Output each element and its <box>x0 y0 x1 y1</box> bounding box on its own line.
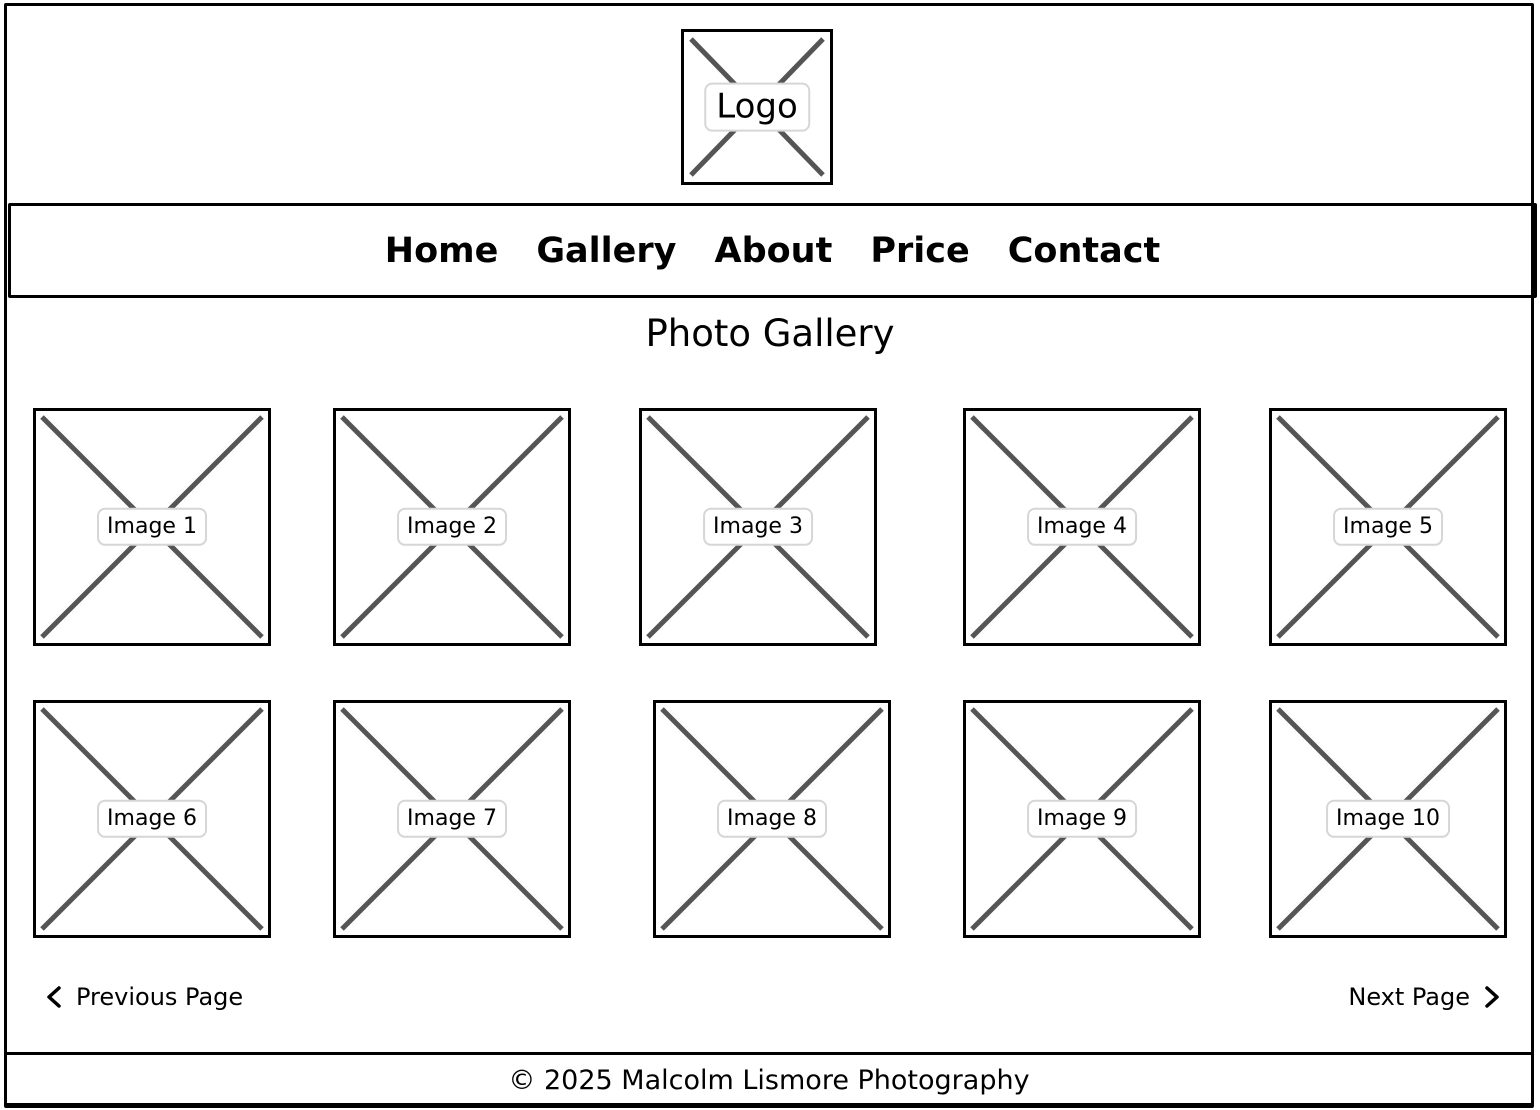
logo-label: Logo <box>704 82 810 132</box>
page-frame <box>4 3 1534 1106</box>
nav-item-home[interactable]: Home <box>384 230 499 271</box>
nav-item-gallery[interactable]: Gallery <box>536 230 677 271</box>
next-page-label: Next Page <box>1348 983 1470 1011</box>
nav-item-price[interactable]: Price <box>870 230 970 271</box>
gallery-image-2[interactable]: Image 2 <box>333 408 571 646</box>
gallery-image-9[interactable]: Image 9 <box>963 700 1201 938</box>
image-label: Image 8 <box>717 799 827 839</box>
main-nav: Home Gallery About Price Contact <box>8 203 1537 298</box>
previous-page-label: Previous Page <box>76 983 244 1011</box>
gallery-image-4[interactable]: Image 4 <box>963 408 1201 646</box>
footer: © 2025 Malcolm Lismore Photography <box>4 1052 1534 1108</box>
logo-placeholder[interactable]: Logo <box>681 29 833 185</box>
previous-page-link[interactable]: Previous Page <box>44 977 243 1017</box>
gallery-image-1[interactable]: Image 1 <box>33 408 271 646</box>
copyright-text: © 2025 Malcolm Lismore Photography <box>508 1064 1030 1096</box>
gallery-image-6[interactable]: Image 6 <box>33 700 271 938</box>
next-page-link[interactable]: Next Page <box>1348 977 1502 1017</box>
image-label: Image 6 <box>97 799 207 839</box>
gallery-image-10[interactable]: Image 10 <box>1269 700 1507 938</box>
image-label: Image 7 <box>397 799 507 839</box>
image-label: Image 1 <box>97 507 207 547</box>
image-label: Image 4 <box>1027 507 1137 547</box>
image-label: Image 5 <box>1333 507 1443 547</box>
image-label: Image 3 <box>703 507 813 547</box>
image-label: Image 2 <box>397 507 507 547</box>
nav-item-contact[interactable]: Contact <box>1007 230 1161 271</box>
gallery-image-8[interactable]: Image 8 <box>653 700 891 938</box>
image-label: Image 10 <box>1326 799 1450 839</box>
page-title: Photo Gallery <box>645 312 895 355</box>
gallery-image-3[interactable]: Image 3 <box>639 408 877 646</box>
chevron-right-icon <box>1485 986 1499 1008</box>
nav-item-about[interactable]: About <box>714 230 833 271</box>
chevron-left-icon <box>47 986 61 1008</box>
gallery-image-5[interactable]: Image 5 <box>1269 408 1507 646</box>
gallery-image-7[interactable]: Image 7 <box>333 700 571 938</box>
image-label: Image 9 <box>1027 799 1137 839</box>
